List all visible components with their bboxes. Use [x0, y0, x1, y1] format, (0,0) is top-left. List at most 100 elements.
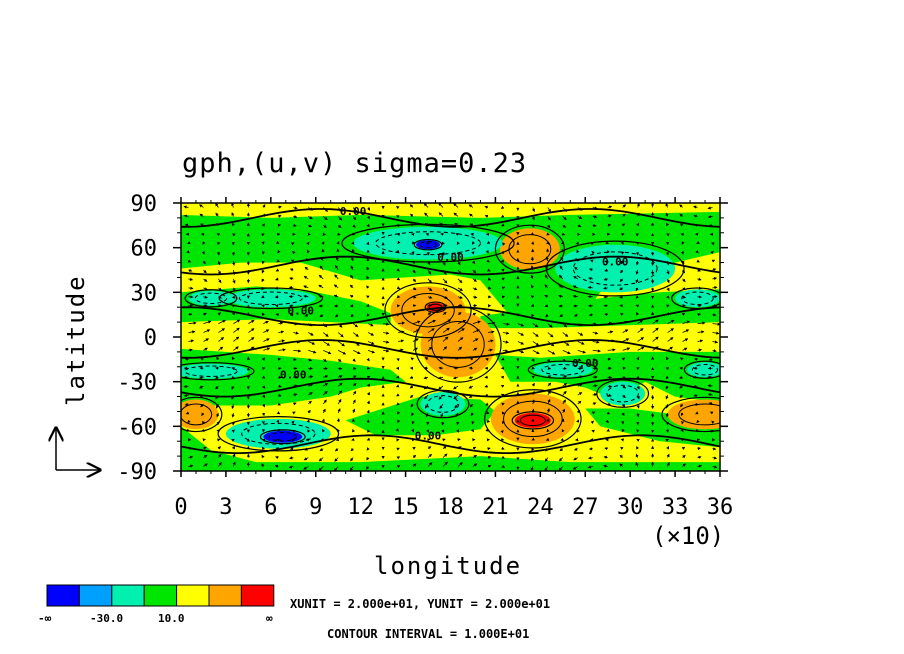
- wind-vector: [472, 269, 477, 274]
- wind-vector: [263, 338, 270, 342]
- wind-vector: [427, 446, 432, 450]
- wind-vector: [607, 214, 612, 218]
- wind-vector: [667, 320, 675, 324]
- wind-vector: [697, 464, 703, 468]
- wind-vector: [666, 269, 670, 275]
- contour-label: 0.00: [415, 430, 442, 443]
- wind-vector: [484, 205, 489, 209]
- wind-vector: [410, 357, 414, 361]
- wind-vector: [710, 250, 714, 255]
- wind-vector: [366, 223, 370, 228]
- colorbar-swatch: [46, 584, 80, 607]
- wind-vector: [278, 339, 286, 343]
- wind-vector: [367, 323, 374, 327]
- wind-vector: [303, 457, 309, 461]
- wind-vector: [712, 268, 717, 272]
- wind-vector: [573, 313, 578, 317]
- wind-vector: [396, 456, 401, 460]
- wind-vector: [682, 320, 691, 324]
- wind-vector: [232, 278, 236, 284]
- wind-vector: [319, 314, 324, 318]
- wind-vector: [396, 465, 401, 469]
- wind-vector: [517, 341, 525, 345]
- wind-vector: [532, 350, 540, 354]
- wind-vector: [262, 403, 266, 408]
- wind-vector: [637, 328, 644, 333]
- wind-vector: [472, 312, 477, 316]
- colorbar-swatch: [78, 584, 113, 607]
- colorbar-label: ∞: [266, 612, 273, 625]
- wind-vector: [591, 411, 596, 415]
- wind-vector: [695, 411, 699, 415]
- wind-vector: [336, 418, 340, 422]
- wind-vector: [261, 269, 265, 274]
- wind-vector: [318, 284, 324, 289]
- wind-vector: [337, 224, 342, 229]
- wind-vector: [636, 222, 640, 227]
- wind-vector: [620, 269, 624, 274]
- wind-vector: [308, 332, 314, 336]
- wind-vector: [409, 394, 414, 399]
- wind-vector: [335, 256, 339, 262]
- colorbar-swatch: [176, 584, 210, 607]
- wind-vector: [559, 265, 564, 271]
- wind-vector: [679, 394, 683, 399]
- wind-vector: [547, 323, 553, 328]
- wind-vector: [232, 295, 236, 299]
- wind-vector: [588, 456, 593, 460]
- wind-vector: [322, 408, 326, 414]
- contour-label: 0.00: [280, 369, 307, 382]
- wind-vector: [203, 269, 207, 274]
- wind-vector: [502, 322, 510, 326]
- wind-vector: [472, 320, 481, 324]
- wind-vector: [188, 268, 193, 272]
- wind-vector: [576, 419, 580, 423]
- contour-label: 0.00: [602, 256, 629, 269]
- wind-vector: [501, 268, 505, 272]
- wind-vector: [231, 356, 235, 360]
- contour-line: [426, 395, 460, 413]
- wind-vector: [635, 287, 639, 292]
- wind-vector: [183, 384, 189, 389]
- wind-vector: [621, 223, 626, 227]
- contour-line: [527, 360, 598, 379]
- wind-vector: [531, 256, 535, 262]
- wind-vector: [263, 320, 269, 324]
- wind-vector: [456, 241, 460, 246]
- wind-vector: [635, 453, 639, 458]
- wind-vector: [291, 420, 295, 425]
- wind-vector: [198, 375, 204, 380]
- contour-line: [401, 293, 455, 328]
- wind-vector: [183, 393, 189, 397]
- wind-vector: [502, 349, 509, 353]
- wind-vector: [666, 356, 670, 361]
- wind-vector: [412, 463, 417, 467]
- wind-vector: [697, 455, 702, 459]
- wind-vector: [484, 214, 489, 218]
- wind-vector: [350, 447, 355, 452]
- wind-vector: [218, 337, 225, 342]
- wind-vector: [587, 465, 593, 469]
- wind-vector: [232, 461, 236, 467]
- wind-vector: [289, 456, 294, 460]
- wind-vector: [352, 332, 359, 337]
- wind-vector: [679, 204, 683, 208]
- wind-vector: [577, 383, 583, 387]
- wind-vector: [337, 382, 343, 387]
- wind-vector: [635, 278, 639, 284]
- wind-vector: [590, 259, 594, 263]
- wind-vector: [322, 332, 329, 337]
- wind-vector: [636, 385, 640, 390]
- wind-vector: [366, 383, 371, 388]
- wind-vector: [427, 312, 432, 316]
- wind-vector: [469, 223, 474, 227]
- wind-vector: [323, 383, 329, 387]
- y-tick-label: 90: [131, 192, 158, 217]
- wind-vector: [323, 224, 327, 228]
- wind-vector: [562, 350, 571, 355]
- wind-vector: [468, 385, 474, 389]
- wind-vector: [323, 358, 327, 362]
- wind-vector: [202, 241, 206, 245]
- wind-vector: [352, 323, 359, 328]
- wind-vector: [712, 322, 720, 326]
